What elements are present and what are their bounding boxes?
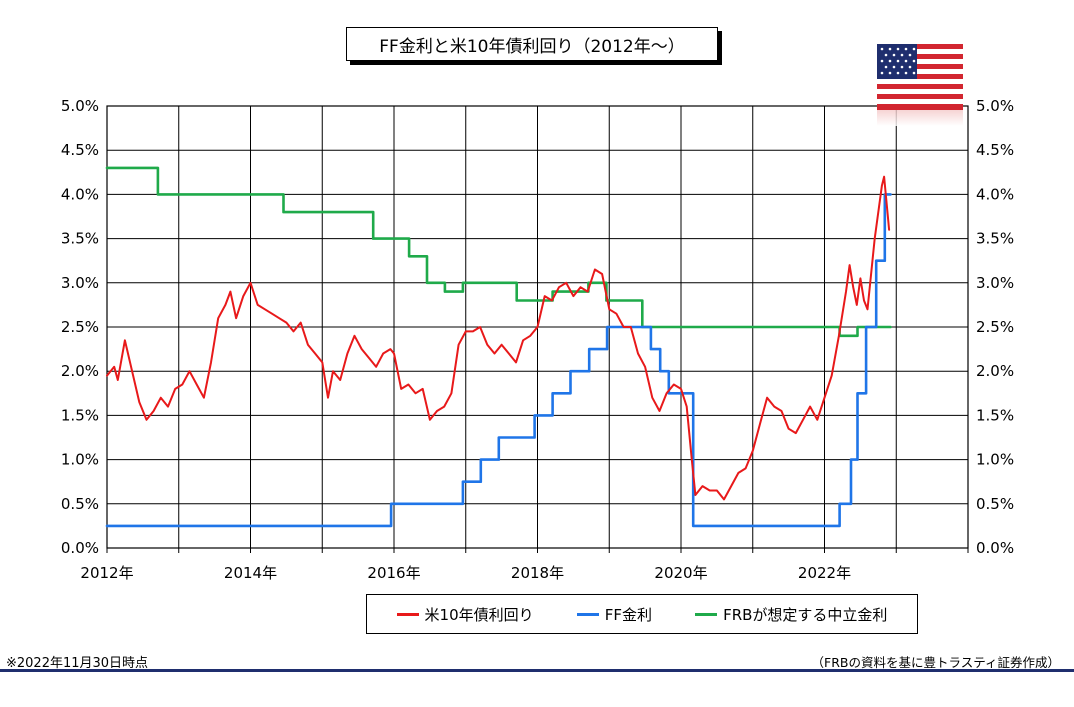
x-tick-label: 2020年 [654, 564, 707, 582]
us-flag-icon [877, 44, 963, 110]
y-tick-label-right: 5.0% [976, 97, 1014, 115]
series-lines [105, 166, 892, 528]
y-axis-right-ticks: 0.0% 0.5% 1.0% 1.5% 2.0% 2.5% 3.0% 3.5% 4.0% 4.5%… [976, 97, 1014, 557]
y-tick-label-right: 2.0% [976, 362, 1014, 380]
y-tick-label-left: 4.0% [61, 185, 99, 203]
flag-reflection [877, 110, 963, 126]
x-axis-ticks: 2012年 2014年 2016年 2018年 2020年 2022年 [80, 564, 851, 582]
plot-frame [106, 105, 969, 549]
chart-title: FF金利と米10年債利回り（2012年～） [346, 27, 718, 61]
legend-label-neutral-rate: FRBが想定する中立金利 [723, 605, 888, 624]
x-tick-label: 2016年 [367, 564, 420, 582]
y-tick-label-left: 3.5% [61, 230, 99, 248]
x-tick-label: 2018年 [511, 564, 564, 582]
y-tick-label-right: 0.0% [976, 539, 1014, 557]
y-tick-label-left: 3.0% [61, 274, 99, 292]
legend-item-ff-rate: FF金利 [576, 604, 652, 625]
legend-swatch-ff-rate [576, 612, 599, 616]
y-tick-label-left: 0.5% [61, 495, 99, 513]
legend-label-ff-rate: FF金利 [604, 605, 652, 624]
source-note: （FRBの資料を基に豊トラスティ証券作成） [811, 655, 1060, 670]
series-neutral-rate-line [105, 166, 892, 338]
y-tick-label-right: 2.5% [976, 318, 1014, 336]
x-tick-label: 2014年 [224, 564, 277, 582]
y-tick-label-left: 1.5% [61, 406, 99, 424]
legend-swatch-neutral-rate [695, 612, 718, 616]
legend-label-us10y: 米10年債利回り [424, 605, 534, 624]
y-tick-label-right: 4.5% [976, 141, 1014, 159]
legend-item-neutral-rate: FRBが想定する中立金利 [695, 604, 887, 625]
y-tick-label-left: 5.0% [61, 97, 99, 115]
y-axis-left-ticks: 0.0% 0.5% 1.0% 1.5% 2.0% 2.5% 3.0% 3.5% 4.0% 4.5%… [61, 97, 99, 557]
series-us10y-line [106, 175, 891, 501]
series-ff-rate-line [105, 193, 892, 528]
footnote-date: ※2022年11月30日時点 [6, 656, 149, 671]
x-tick-label: 2022年 [798, 564, 851, 582]
plot-border [106, 105, 969, 549]
y-tick-label-right: 3.5% [976, 230, 1014, 248]
y-tick-label-right: 1.5% [976, 406, 1014, 424]
bottom-rule [0, 669, 1074, 672]
legend-swatch-us10y [396, 612, 419, 616]
y-tick-label-left: 1.0% [61, 451, 99, 469]
x-tick-label: 2012年 [80, 564, 133, 582]
chart-legend: 米10年債利回り FF金利 FRBが想定する中立金利 [366, 594, 918, 634]
y-tick-label-right: 3.0% [976, 274, 1014, 292]
y-tick-label-left: 2.0% [61, 362, 99, 380]
y-tick-label-right: 4.0% [976, 185, 1014, 203]
y-tick-label-right: 1.0% [976, 451, 1014, 469]
y-tick-label-left: 4.5% [61, 141, 99, 159]
y-tick-label-left: 0.0% [61, 539, 99, 557]
y-tick-label-left: 2.5% [61, 318, 99, 336]
y-tick-label-right: 0.5% [976, 495, 1014, 513]
legend-item-us10y: 米10年債利回り [396, 604, 534, 625]
